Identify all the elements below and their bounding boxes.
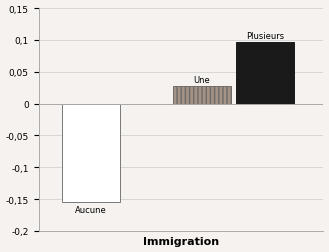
Text: Plusieurs: Plusieurs	[246, 32, 285, 41]
Text: Aucune: Aucune	[75, 206, 107, 214]
X-axis label: Immigration: Immigration	[143, 237, 219, 246]
Bar	[62, 104, 120, 202]
Text: Une: Une	[194, 76, 211, 84]
Bar	[173, 86, 231, 104]
Bar	[237, 43, 294, 104]
